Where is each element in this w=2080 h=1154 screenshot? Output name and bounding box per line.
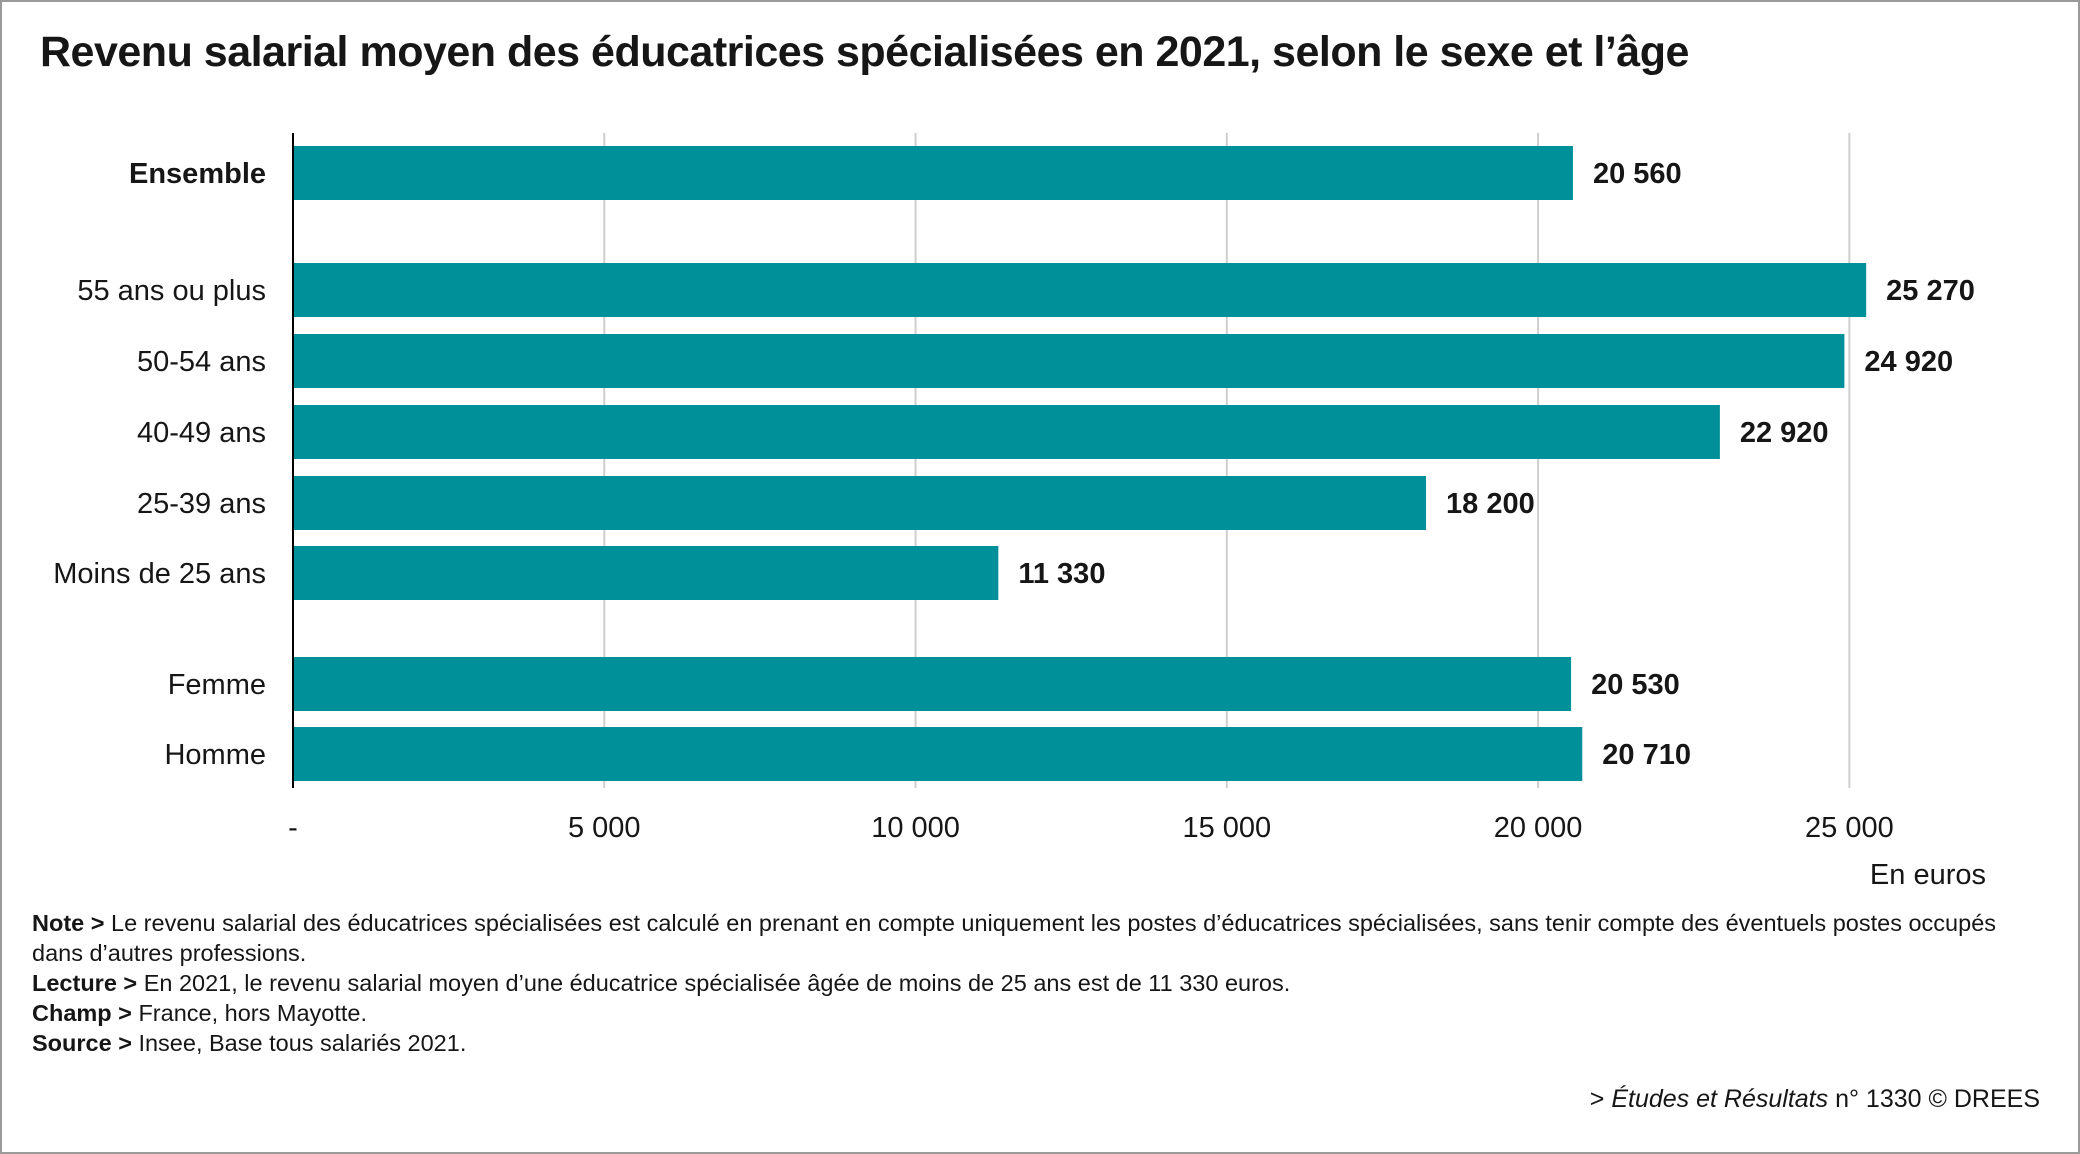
credit-publication: Études et Résultats bbox=[1611, 1085, 1829, 1113]
credit-prefix: > bbox=[1589, 1085, 1612, 1113]
lecture-text: En 2021, le revenu salarial moyen d’une … bbox=[143, 970, 1291, 996]
source-line: Source > Insee, Base tous salariés 2021. bbox=[32, 1028, 2042, 1058]
value-label: 20 710 bbox=[1602, 739, 1691, 771]
note-label: Note > bbox=[32, 910, 105, 936]
bar-chart: 20 560 25 270 24 920 22 920 18 200 11 330 20 5… bbox=[53, 133, 1986, 891]
category-label: Ensemble bbox=[129, 158, 266, 190]
source-label: Source > bbox=[32, 1030, 132, 1056]
lecture-label: Lecture > bbox=[32, 970, 138, 996]
note-line: Note > Le revenu salarial des éducatrice… bbox=[32, 908, 2042, 968]
category-label: 25-39 ans bbox=[137, 488, 266, 520]
value-label: 25 270 bbox=[1886, 275, 1975, 307]
x-axis-label: En euros bbox=[1870, 859, 1986, 891]
source-text: Insee, Base tous salariés 2021. bbox=[138, 1030, 467, 1056]
notes-block: Note > Le revenu salarial des éducatrice… bbox=[32, 908, 2042, 1058]
chart-title: Revenu salarial moyen des éducatrices sp… bbox=[40, 28, 1689, 76]
x-tick-label: - bbox=[288, 812, 298, 844]
x-tick-label: 10 000 bbox=[871, 812, 960, 844]
category-label: Homme bbox=[164, 739, 266, 771]
bar bbox=[293, 263, 1867, 317]
bar bbox=[293, 476, 1427, 530]
x-tick-label: 25 000 bbox=[1805, 812, 1894, 844]
category-labels: Ensemble 55 ans ou plus 50-54 ans 40-49 ans… bbox=[53, 158, 266, 771]
x-tick-label: 5 000 bbox=[568, 812, 641, 844]
bars: 20 560 25 270 24 920 22 920 18 200 11 330 20 5… bbox=[293, 146, 1975, 781]
value-label: 22 920 bbox=[1740, 417, 1829, 449]
bar bbox=[293, 727, 1583, 781]
value-label: 24 920 bbox=[1864, 346, 1953, 378]
x-tick-label: 20 000 bbox=[1494, 812, 1583, 844]
value-label: 20 560 bbox=[1593, 158, 1682, 190]
value-label: 11 330 bbox=[1018, 558, 1105, 590]
category-label: 50-54 ans bbox=[137, 346, 266, 378]
category-label: 55 ans ou plus bbox=[77, 275, 266, 307]
note-text: Le revenu salarial des éducatrices spéci… bbox=[32, 910, 1997, 966]
value-label: 18 200 bbox=[1446, 488, 1535, 520]
champ-text: France, hors Mayotte. bbox=[138, 1000, 368, 1026]
category-label: Femme bbox=[168, 669, 266, 701]
x-tick-labels: - 5 000 10 000 15 000 20 000 25 000 bbox=[288, 812, 1894, 844]
publication-credit: > Études et Résultats n° 1330 © DREES bbox=[1590, 1085, 2040, 1114]
x-tick-label: 15 000 bbox=[1182, 812, 1271, 844]
value-label: 20 530 bbox=[1591, 669, 1680, 701]
champ-line: Champ > France, hors Mayotte. bbox=[32, 998, 2042, 1028]
category-label: Moins de 25 ans bbox=[53, 558, 266, 590]
bar bbox=[293, 546, 999, 600]
bar bbox=[293, 405, 1720, 459]
bar bbox=[293, 334, 1845, 388]
bar bbox=[293, 146, 1573, 200]
category-label: 40-49 ans bbox=[137, 417, 266, 449]
lecture-line: Lecture > En 2021, le revenu salarial mo… bbox=[32, 968, 2042, 998]
bar bbox=[293, 657, 1572, 711]
champ-label: Champ > bbox=[32, 1000, 132, 1026]
credit-suffix: n° 1330 © DREES bbox=[1828, 1085, 2040, 1113]
